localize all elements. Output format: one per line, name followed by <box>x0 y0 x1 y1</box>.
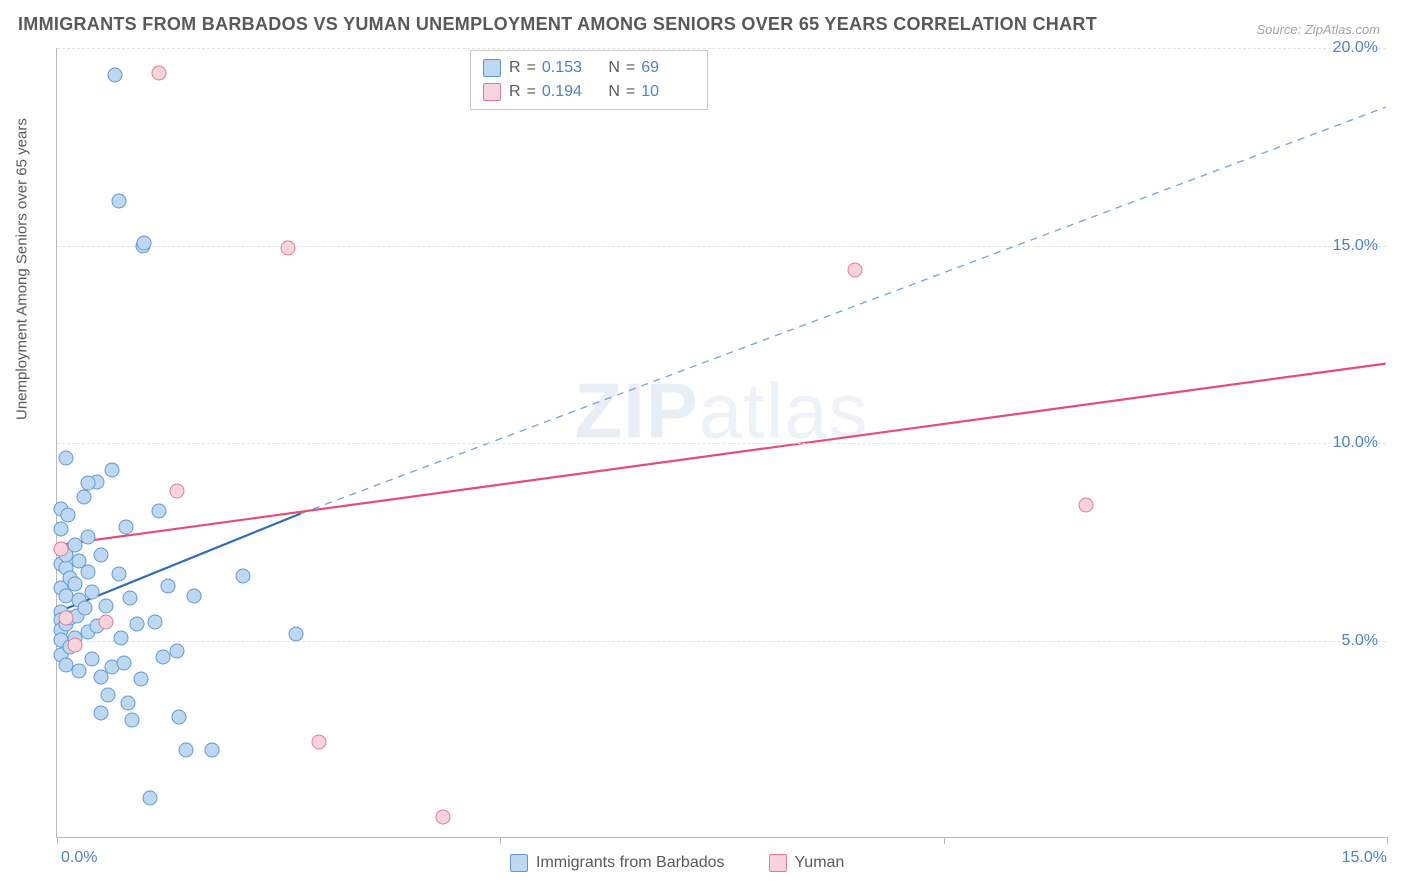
scatter-point <box>81 476 96 491</box>
scatter-point <box>169 644 184 659</box>
scatter-point <box>54 541 69 556</box>
scatter-point <box>67 638 82 653</box>
scatter-point <box>129 616 144 631</box>
scatter-point <box>311 735 326 750</box>
scatter-point <box>187 589 202 604</box>
scatter-point <box>58 610 73 625</box>
scatter-point <box>134 672 149 687</box>
scatter-point <box>98 598 113 613</box>
scatter-point <box>116 656 131 671</box>
legend-n-value-1: 69 <box>641 59 695 77</box>
legend-item-label: Immigrants from Barbados <box>536 854 725 872</box>
y-tick-label: 15.0% <box>1327 237 1378 255</box>
scatter-point <box>60 508 75 523</box>
scatter-point <box>151 65 166 80</box>
scatter-point <box>151 504 166 519</box>
x-tick-label: 0.0% <box>61 849 97 867</box>
scatter-point <box>147 614 162 629</box>
scatter-point <box>1078 498 1093 513</box>
scatter-point <box>76 490 91 505</box>
scatter-point <box>85 585 100 600</box>
legend-swatch-icon <box>510 854 528 872</box>
scatter-point <box>172 709 187 724</box>
legend-r-value-1: 0.153 <box>542 59 596 77</box>
scatter-point <box>169 484 184 499</box>
legend-r-value-2: 0.194 <box>542 83 596 101</box>
y-tick-label: 10.0% <box>1327 434 1378 452</box>
y-tick-label: 20.0% <box>1327 39 1378 57</box>
legend-item-label: Yuman <box>795 854 845 872</box>
scatter-point <box>143 790 158 805</box>
source-label: Source: ZipAtlas.com <box>1256 22 1380 37</box>
legend-n-value-2: 10 <box>641 83 695 101</box>
scatter-point <box>112 567 127 582</box>
scatter-point <box>94 705 109 720</box>
scatter-point <box>101 687 116 702</box>
scatter-point <box>54 521 69 536</box>
scatter-point <box>98 614 113 629</box>
y-tick-label: 5.0% <box>1336 632 1378 650</box>
legend-swatch-1 <box>483 59 501 77</box>
legend-row-series-2: R= 0.194 N= 10 <box>483 80 695 104</box>
chart-title: IMMIGRANTS FROM BARBADOS VS YUMAN UNEMPL… <box>18 14 1097 35</box>
legend-item-1: Immigrants from Barbados <box>510 854 725 872</box>
scatter-point <box>112 194 127 209</box>
correlation-legend: R = 0.153 N = 69 R= 0.194 N= 10 <box>470 50 708 110</box>
scatter-point <box>58 450 73 465</box>
legend-item-2: Yuman <box>769 854 845 872</box>
scatter-point <box>107 67 122 82</box>
scatter-point <box>160 579 175 594</box>
legend-swatch-2 <box>483 83 501 101</box>
scatter-point <box>104 462 119 477</box>
scatter-point <box>205 743 220 758</box>
scatter-point <box>81 565 96 580</box>
scatter-point <box>848 263 863 278</box>
scatter-point <box>280 241 295 256</box>
scatter-point <box>125 713 140 728</box>
legend-swatch-icon <box>769 854 787 872</box>
scatter-point <box>94 547 109 562</box>
y-axis-label: Unemployment Among Seniors over 65 years <box>14 118 31 420</box>
series-legend: Immigrants from Barbados Yuman <box>510 854 844 872</box>
scatter-point <box>81 529 96 544</box>
scatter-point <box>67 577 82 592</box>
scatter-point <box>178 743 193 758</box>
legend-row-series-1: R = 0.153 N = 69 <box>483 56 695 80</box>
chart-plot-area: ZIPatlas 5.0%10.0%15.0%20.0%0.0%15.0% <box>56 48 1386 838</box>
scatter-point <box>72 664 87 679</box>
scatter-point <box>85 652 100 667</box>
scatter-point <box>236 569 251 584</box>
legend-n-label: N <box>604 59 620 77</box>
scatter-point <box>113 630 128 645</box>
legend-r-label: R <box>509 59 521 77</box>
scatter-point <box>78 600 93 615</box>
scatter-point <box>136 236 151 251</box>
scatter-point <box>120 695 135 710</box>
scatter-point <box>122 591 137 606</box>
scatter-point <box>67 537 82 552</box>
x-tick-label: 15.0% <box>1342 849 1387 867</box>
scatter-point <box>435 810 450 825</box>
scatter-point <box>289 626 304 641</box>
scatter-point <box>119 519 134 534</box>
